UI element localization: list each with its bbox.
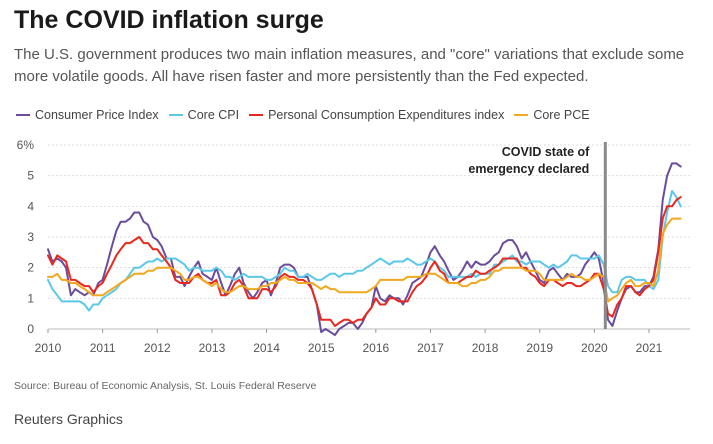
- annotation-layer: COVID state of emergency declared: [468, 142, 607, 329]
- x-tick-label: 2011: [90, 341, 116, 355]
- x-tick-label: 2019: [526, 341, 553, 355]
- y-tick-label: 2: [27, 261, 34, 275]
- legend-swatch-core-pce: [514, 114, 529, 116]
- legend-label-core-cpi: Core CPI: [187, 108, 240, 122]
- x-tick-label: 2010: [35, 341, 62, 355]
- y-tick-label: 1: [27, 291, 34, 305]
- x-tick-label: 2018: [472, 341, 499, 355]
- source-note: Source: Bureau of Economic Analysis, St.…: [14, 380, 317, 392]
- legend-item-cpi: Consumer Price Index: [16, 108, 159, 122]
- y-tick-label: 5: [27, 169, 34, 183]
- y-tick-label: 3: [27, 230, 34, 244]
- x-tick-label: 2014: [253, 341, 280, 355]
- x-tick-label: 2016: [362, 341, 389, 355]
- chart-legend: Consumer Price Index Core CPI Personal C…: [16, 108, 600, 122]
- x-tick-label: 2015: [308, 341, 335, 355]
- x-tick-label: 2013: [199, 341, 226, 355]
- annotation-line-2: emergency declared: [468, 162, 589, 176]
- legend-item-core-pce: Core PCE: [514, 108, 590, 122]
- x-tick-label: 2020: [581, 341, 608, 355]
- annotation-line-1: COVID state of: [502, 145, 590, 159]
- legend-swatch-cpi: [16, 114, 30, 116]
- legend-swatch-pce: [249, 114, 264, 116]
- legend-label-core-pce: Core PCE: [533, 108, 590, 122]
- legend-swatch-core-cpi: [168, 114, 183, 116]
- x-tick-label: 2021: [636, 341, 663, 355]
- series-layer: [47, 162, 682, 337]
- y-tick-label: 0: [27, 322, 34, 336]
- chart-title: The COVID inflation surge: [14, 6, 324, 34]
- y-tick-label: 6%: [17, 138, 35, 152]
- x-tick-label: 2012: [144, 341, 171, 355]
- series-line-0: [47, 162, 682, 337]
- legend-item-pce: Personal Consumption Expenditures index: [249, 108, 504, 122]
- x-tick-label: 2017: [417, 341, 444, 355]
- y-axis-ticks: 0 1 2 3 4 5 6%: [17, 138, 35, 336]
- chart-subtitle: The U.S. government produces two main in…: [14, 46, 685, 85]
- legend-label-pce: Personal Consumption Expenditures index: [268, 108, 505, 122]
- credit-note: Reuters Graphics: [14, 411, 123, 427]
- series-line-2: [47, 196, 682, 327]
- grid-layer: [48, 144, 690, 330]
- legend-item-core-cpi: Core CPI: [168, 108, 240, 122]
- x-axis-ticks: 2010 2011 2012 2013 2014 2015 2016 2017 2018 2019…: [35, 329, 663, 355]
- legend-label-cpi: Consumer Price Index: [35, 108, 159, 122]
- series-line-1: [47, 190, 682, 312]
- series-line-3: [47, 217, 682, 303]
- y-tick-label: 4: [27, 199, 34, 213]
